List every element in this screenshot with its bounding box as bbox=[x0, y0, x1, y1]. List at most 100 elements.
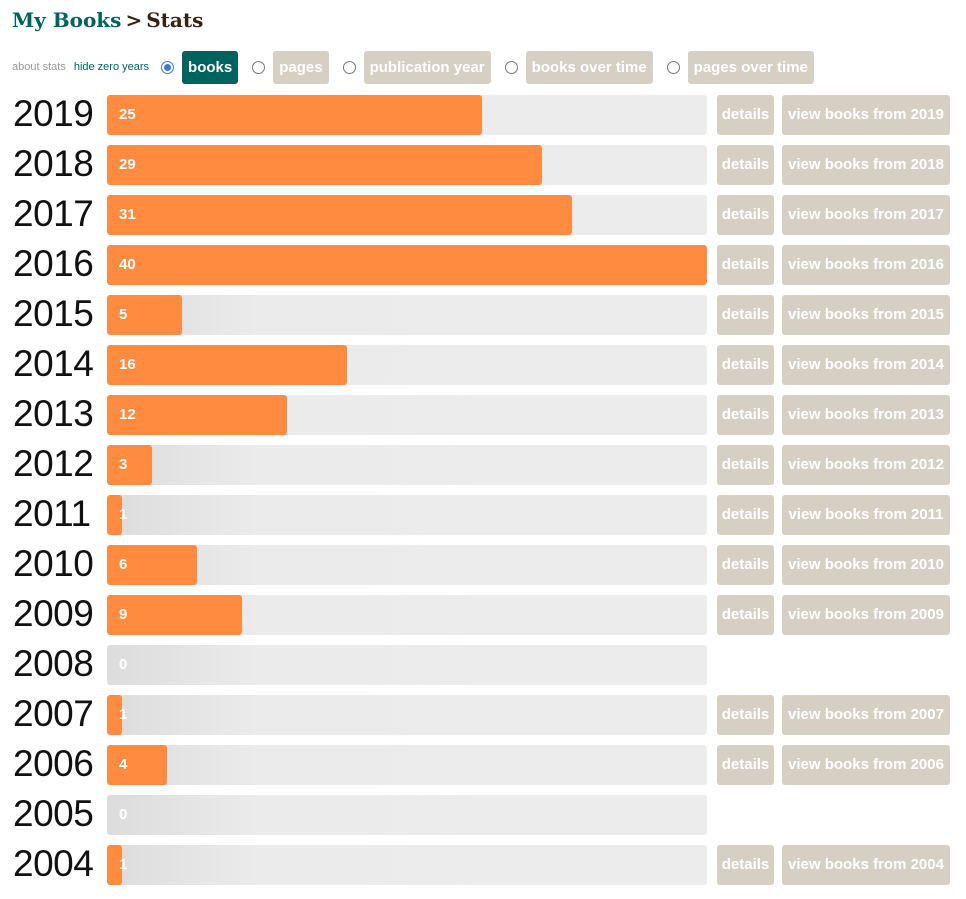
year-label: 2005 bbox=[13, 793, 94, 834]
year-label: 2009 bbox=[13, 593, 94, 634]
year-label: 2013 bbox=[13, 393, 94, 434]
details-button[interactable]: details bbox=[717, 445, 774, 485]
bar-track: 1 bbox=[107, 695, 707, 735]
bar-track: 5 bbox=[107, 295, 707, 335]
bar-track: 40 bbox=[107, 245, 707, 285]
view-books-button[interactable]: view books from 2007 bbox=[782, 695, 950, 735]
year-label: 2006 bbox=[13, 743, 94, 784]
book-count: 40 bbox=[119, 256, 136, 273]
bar-fill bbox=[107, 395, 287, 435]
year-label: 2019 bbox=[13, 93, 94, 134]
bar-track: 25 bbox=[107, 95, 707, 135]
option-pages-over-time-button[interactable]: pages over time bbox=[687, 50, 814, 84]
breadcrumb-current: Stats bbox=[146, 8, 204, 32]
details-button[interactable]: details bbox=[717, 295, 774, 335]
option-books-button[interactable]: books bbox=[182, 50, 239, 84]
bar-fill bbox=[107, 445, 152, 485]
breadcrumb-separator: > bbox=[125, 8, 143, 32]
bar-fill bbox=[107, 95, 482, 135]
year-label: 2017 bbox=[13, 193, 94, 234]
bar-track: 3 bbox=[107, 445, 707, 485]
hide-zero-years-link[interactable]: hide zero years bbox=[73, 61, 150, 73]
year-row: 2014 16 details view books from 2014 bbox=[0, 340, 966, 390]
year-row: 2017 31 details view books from 2017 bbox=[0, 190, 966, 240]
year-label: 2012 bbox=[13, 443, 94, 484]
details-button[interactable]: details bbox=[717, 545, 774, 585]
year-label: 2018 bbox=[13, 143, 94, 184]
bar-fill bbox=[107, 345, 347, 385]
option-books-over-time-button[interactable]: books over time bbox=[525, 50, 653, 84]
book-count: 0 bbox=[119, 656, 128, 673]
view-books-button[interactable]: view books from 2016 bbox=[782, 245, 950, 285]
view-books-button[interactable]: view books from 2019 bbox=[782, 95, 950, 135]
radio-pages-over-time[interactable] bbox=[666, 60, 680, 74]
book-count: 0 bbox=[119, 806, 128, 823]
year-row: 2015 5 details view books from 2015 bbox=[0, 290, 966, 340]
year-row: 2016 40 details view books from 2016 bbox=[0, 240, 966, 290]
bar-track: 31 bbox=[107, 195, 707, 235]
details-button[interactable]: details bbox=[717, 95, 774, 135]
bar-track: 12 bbox=[107, 395, 707, 435]
details-button[interactable]: details bbox=[717, 195, 774, 235]
book-count: 5 bbox=[119, 306, 128, 323]
details-button[interactable]: details bbox=[717, 145, 774, 185]
view-books-button[interactable]: view books from 2017 bbox=[782, 195, 950, 235]
year-row: 2010 6 details view books from 2010 bbox=[0, 540, 966, 590]
details-button[interactable]: details bbox=[717, 745, 774, 785]
year-row: 2018 29 details view books from 2018 bbox=[0, 140, 966, 190]
book-count: 12 bbox=[119, 406, 136, 423]
details-button[interactable]: details bbox=[717, 495, 774, 535]
view-books-button[interactable]: view books from 2010 bbox=[782, 545, 950, 585]
view-books-button[interactable]: view books from 2018 bbox=[782, 145, 950, 185]
details-button[interactable]: details bbox=[717, 395, 774, 435]
year-label: 2011 bbox=[13, 493, 91, 534]
view-books-button[interactable]: view books from 2011 bbox=[782, 495, 950, 535]
view-books-button[interactable]: view books from 2013 bbox=[782, 395, 950, 435]
view-books-button[interactable]: view books from 2009 bbox=[782, 595, 950, 635]
bar-track: 1 bbox=[107, 845, 707, 885]
view-books-button[interactable]: view books from 2006 bbox=[782, 745, 950, 785]
details-button[interactable]: details bbox=[717, 695, 774, 735]
my-books-link[interactable]: My Books bbox=[12, 8, 122, 32]
year-label: 2014 bbox=[13, 343, 94, 384]
details-button[interactable]: details bbox=[717, 245, 774, 285]
radio-books[interactable] bbox=[161, 60, 175, 74]
option-publication-year-button[interactable]: publication year bbox=[363, 50, 491, 84]
bar-track: 4 bbox=[107, 745, 707, 785]
bar-fill bbox=[107, 195, 572, 235]
bar-track: 6 bbox=[107, 545, 707, 585]
bar-fill bbox=[107, 295, 182, 335]
view-books-button[interactable]: view books from 2012 bbox=[782, 445, 950, 485]
book-count: 1 bbox=[119, 706, 128, 723]
details-button[interactable]: details bbox=[717, 845, 774, 885]
book-count: 25 bbox=[119, 106, 136, 123]
details-button[interactable]: details bbox=[717, 595, 774, 635]
about-stats-link[interactable]: about stats bbox=[12, 61, 66, 73]
bar-track: 9 bbox=[107, 595, 707, 635]
radio-publication-year[interactable] bbox=[342, 60, 356, 74]
bar-fill bbox=[107, 495, 122, 535]
option-pages-button[interactable]: pages bbox=[273, 50, 329, 84]
details-button[interactable]: details bbox=[717, 345, 774, 385]
bar-fill bbox=[107, 245, 707, 285]
year-row: 2012 3 details view books from 2012 bbox=[0, 440, 966, 490]
view-books-button[interactable]: view books from 2014 bbox=[782, 345, 950, 385]
year-row: 2007 1 details view books from 2007 bbox=[0, 690, 966, 740]
bar-track: 1 bbox=[107, 495, 707, 535]
book-count: 16 bbox=[119, 356, 136, 373]
book-count: 1 bbox=[119, 506, 128, 523]
view-books-button[interactable]: view books from 2015 bbox=[782, 295, 950, 335]
bar-fill bbox=[107, 145, 542, 185]
bar-track: 29 bbox=[107, 145, 707, 185]
radio-pages[interactable] bbox=[252, 60, 266, 74]
view-books-button[interactable]: view books from 2004 bbox=[782, 845, 950, 885]
year-row: 2008 0 bbox=[0, 640, 966, 690]
radio-books-over-time[interactable] bbox=[504, 60, 518, 74]
year-label: 2010 bbox=[13, 543, 94, 584]
book-count: 4 bbox=[119, 756, 128, 773]
year-label: 2008 bbox=[13, 643, 94, 684]
year-row: 2013 12 details view books from 2013 bbox=[0, 390, 966, 440]
year-label: 2016 bbox=[13, 243, 94, 284]
bar-fill bbox=[107, 695, 122, 735]
year-row: 2009 9 details view books from 2009 bbox=[0, 590, 966, 640]
